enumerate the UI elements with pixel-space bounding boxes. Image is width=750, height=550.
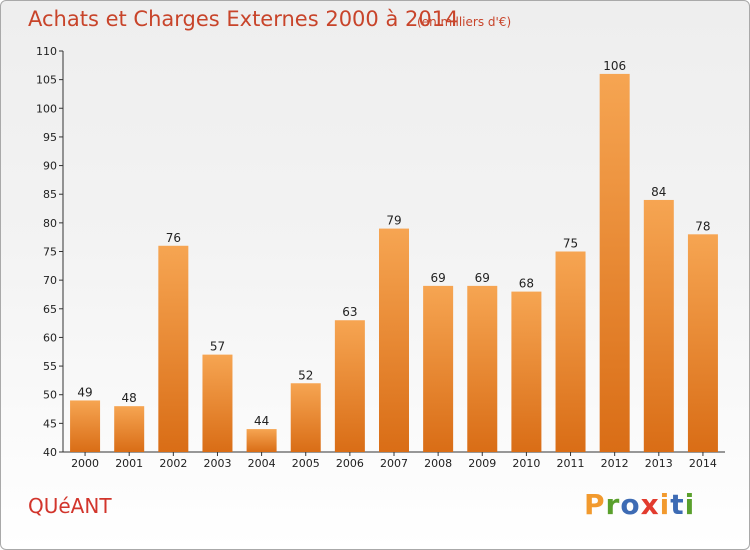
bar-2006 xyxy=(334,320,365,452)
data-label-2014: 78 xyxy=(695,219,710,233)
logo-letter: P xyxy=(584,488,606,521)
bar-2011 xyxy=(555,251,586,452)
data-labels: 49 48 76 57 44 52 63 79 69 69 68 75 106 84 78 xyxy=(77,59,710,428)
data-label-2013: 84 xyxy=(651,185,666,199)
y-tick-label: 40 xyxy=(43,446,57,459)
bar-2008 xyxy=(423,285,454,452)
data-label-2007: 79 xyxy=(386,214,401,228)
x-tick-label: 2002 xyxy=(159,457,187,470)
bar-2012 xyxy=(599,73,630,453)
logo-letter: r xyxy=(605,488,621,521)
data-label-2010: 68 xyxy=(519,277,534,291)
y-tick-label: 105 xyxy=(36,74,57,87)
data-label-2000: 49 xyxy=(77,385,92,399)
y-tick-label: 110 xyxy=(36,45,57,58)
y-tick-label: 55 xyxy=(43,360,57,373)
y-tick-label: 70 xyxy=(43,274,57,287)
chart-subtitle: (en milliers d'€) xyxy=(417,15,512,29)
y-tick-label: 95 xyxy=(43,131,57,144)
x-tick-label: 2007 xyxy=(380,457,408,470)
data-label-2006: 63 xyxy=(342,305,357,319)
commune-name: QUéANT xyxy=(28,494,112,518)
x-tick-label: 2006 xyxy=(336,457,364,470)
y-tick-label: 65 xyxy=(43,303,57,316)
logo-letter: i xyxy=(659,488,671,521)
chart-title: Achats et Charges Externes 2000 à 2014 xyxy=(28,7,459,31)
x-tick-label: 2000 xyxy=(71,457,99,470)
bar-2000 xyxy=(70,400,101,452)
data-label-2005: 52 xyxy=(298,368,313,382)
data-label-2003: 57 xyxy=(210,340,225,354)
data-label-2008: 69 xyxy=(430,271,445,285)
axes: 40 45 50 55 60 65 70 75 80 85 90 95 100 105 110 2000 200… xyxy=(36,45,725,470)
data-label-2004: 44 xyxy=(254,414,269,428)
y-tick-label: 60 xyxy=(43,331,57,344)
data-label-2001: 48 xyxy=(122,391,137,405)
bar-2004 xyxy=(246,429,277,452)
x-tick-label: 2014 xyxy=(689,457,717,470)
y-tick-label: 80 xyxy=(43,217,57,230)
y-tick-label: 90 xyxy=(43,160,57,173)
logo-letter: t xyxy=(670,488,685,521)
data-label-2012: 106 xyxy=(603,59,626,73)
x-tick-label: 2013 xyxy=(645,457,673,470)
bar-2009 xyxy=(467,285,498,452)
x-tick-label: 2012 xyxy=(601,457,629,470)
bar-2005 xyxy=(290,383,321,452)
y-tick-label: 45 xyxy=(43,417,57,430)
bars xyxy=(70,73,718,453)
x-tick-label: 2008 xyxy=(424,457,452,470)
x-tick-label: 2001 xyxy=(115,457,143,470)
y-tick-label: 75 xyxy=(43,246,57,259)
data-label-2002: 76 xyxy=(166,231,181,245)
y-tick-label: 50 xyxy=(43,389,57,402)
bar-2001 xyxy=(114,406,145,452)
proxiti-logo[interactable]: Proxiti xyxy=(584,488,695,521)
bar-2014 xyxy=(687,234,718,452)
logo-letter: o xyxy=(620,488,641,521)
logo-letter: i xyxy=(684,488,696,521)
y-tick-label: 100 xyxy=(36,102,57,115)
logo-letter: x xyxy=(640,488,660,521)
y-tick-label: 85 xyxy=(43,188,57,201)
bar-2003 xyxy=(202,354,233,452)
x-tick-label: 2004 xyxy=(248,457,276,470)
x-tick-label: 2003 xyxy=(203,457,231,470)
x-tick-label: 2011 xyxy=(557,457,585,470)
bar-2013 xyxy=(643,199,674,452)
data-label-2011: 75 xyxy=(563,237,578,251)
bar-2010 xyxy=(511,291,542,452)
x-tick-label: 2005 xyxy=(292,457,320,470)
bar-2002 xyxy=(158,245,189,452)
data-label-2009: 69 xyxy=(475,271,490,285)
x-tick-label: 2010 xyxy=(512,457,540,470)
bar-2007 xyxy=(379,228,409,452)
x-tick-label: 2009 xyxy=(468,457,496,470)
